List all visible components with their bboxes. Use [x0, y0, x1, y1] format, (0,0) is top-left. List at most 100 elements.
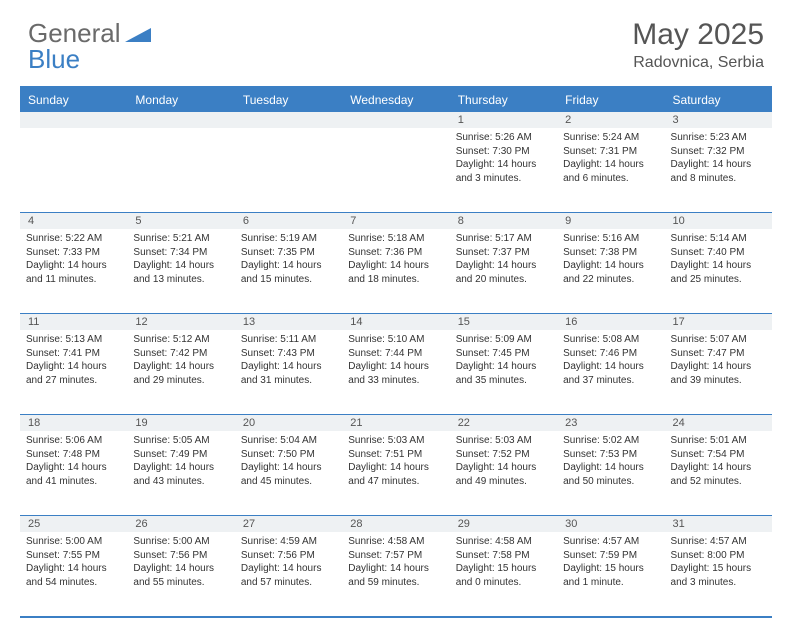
date-number: 5	[127, 213, 234, 229]
daylight-text: and 1 minute.	[563, 576, 658, 590]
sunset-text: Sunset: 7:44 PM	[348, 347, 443, 361]
daylight-text: and 31 minutes.	[241, 374, 336, 388]
sunset-text: Sunset: 7:31 PM	[563, 145, 658, 159]
day-cell: Sunrise: 4:57 AMSunset: 8:00 PMDaylight:…	[665, 532, 772, 616]
daylight-text: and 15 minutes.	[241, 273, 336, 287]
daylight-text: and 41 minutes.	[26, 475, 121, 489]
sunrise-text: Sunrise: 5:14 AM	[671, 232, 766, 246]
sunrise-text: Sunrise: 5:00 AM	[133, 535, 228, 549]
daylight-text: and 47 minutes.	[348, 475, 443, 489]
sunset-text: Sunset: 7:33 PM	[26, 246, 121, 260]
sunset-text: Sunset: 7:35 PM	[241, 246, 336, 260]
sunrise-text: Sunrise: 5:06 AM	[26, 434, 121, 448]
sunrise-text: Sunrise: 5:26 AM	[456, 131, 551, 145]
date-number: 29	[450, 516, 557, 532]
day-cell: Sunrise: 5:02 AMSunset: 7:53 PMDaylight:…	[557, 431, 664, 515]
daylight-text: and 54 minutes.	[26, 576, 121, 590]
sunset-text: Sunset: 7:30 PM	[456, 145, 551, 159]
day-cell: Sunrise: 5:00 AMSunset: 7:56 PMDaylight:…	[127, 532, 234, 616]
sunrise-text: Sunrise: 5:22 AM	[26, 232, 121, 246]
daylight-text: and 27 minutes.	[26, 374, 121, 388]
date-number: 20	[235, 415, 342, 431]
date-number: 15	[450, 314, 557, 330]
sunrise-text: Sunrise: 5:00 AM	[26, 535, 121, 549]
day-cell: Sunrise: 5:01 AMSunset: 7:54 PMDaylight:…	[665, 431, 772, 515]
daylight-text: and 20 minutes.	[456, 273, 551, 287]
day-header: Monday	[127, 88, 234, 112]
empty-cell	[235, 128, 342, 212]
empty-cell	[127, 128, 234, 212]
daylight-text: and 50 minutes.	[563, 475, 658, 489]
sunrise-text: Sunrise: 5:07 AM	[671, 333, 766, 347]
week-row: Sunrise: 5:00 AMSunset: 7:55 PMDaylight:…	[20, 532, 772, 618]
date-stripe-row: 45678910	[20, 213, 772, 229]
sunrise-text: Sunrise: 5:19 AM	[241, 232, 336, 246]
daylight-text: Daylight: 14 hours	[563, 360, 658, 374]
daylight-text: and 39 minutes.	[671, 374, 766, 388]
date-number: 9	[557, 213, 664, 229]
sunset-text: Sunset: 7:56 PM	[133, 549, 228, 563]
sunrise-text: Sunrise: 5:08 AM	[563, 333, 658, 347]
sunset-text: Sunset: 7:34 PM	[133, 246, 228, 260]
day-cell: Sunrise: 5:14 AMSunset: 7:40 PMDaylight:…	[665, 229, 772, 313]
empty-cell	[342, 128, 449, 212]
sunrise-text: Sunrise: 4:59 AM	[241, 535, 336, 549]
daylight-text: Daylight: 14 hours	[26, 259, 121, 273]
date-number: 4	[20, 213, 127, 229]
day-cell: Sunrise: 5:06 AMSunset: 7:48 PMDaylight:…	[20, 431, 127, 515]
sunrise-text: Sunrise: 5:01 AM	[671, 434, 766, 448]
day-header: Tuesday	[235, 88, 342, 112]
sunset-text: Sunset: 7:40 PM	[671, 246, 766, 260]
daylight-text: Daylight: 14 hours	[456, 461, 551, 475]
day-cell: Sunrise: 5:11 AMSunset: 7:43 PMDaylight:…	[235, 330, 342, 414]
daylight-text: Daylight: 14 hours	[133, 360, 228, 374]
day-cell: Sunrise: 5:12 AMSunset: 7:42 PMDaylight:…	[127, 330, 234, 414]
sunset-text: Sunset: 7:49 PM	[133, 448, 228, 462]
title-block: May 2025 Radovnica, Serbia	[632, 18, 764, 72]
day-cell: Sunrise: 5:23 AMSunset: 7:32 PMDaylight:…	[665, 128, 772, 212]
date-number: 2	[557, 112, 664, 128]
daylight-text: Daylight: 14 hours	[348, 259, 443, 273]
day-cell: Sunrise: 5:13 AMSunset: 7:41 PMDaylight:…	[20, 330, 127, 414]
day-cell: Sunrise: 4:59 AMSunset: 7:56 PMDaylight:…	[235, 532, 342, 616]
sunrise-text: Sunrise: 5:09 AM	[456, 333, 551, 347]
day-header: Thursday	[450, 88, 557, 112]
date-stripe-row: 123	[20, 112, 772, 128]
daylight-text: and 0 minutes.	[456, 576, 551, 590]
daylight-text: and 43 minutes.	[133, 475, 228, 489]
day-header: Saturday	[665, 88, 772, 112]
sunrise-text: Sunrise: 5:03 AM	[348, 434, 443, 448]
daylight-text: and 18 minutes.	[348, 273, 443, 287]
date-number: 22	[450, 415, 557, 431]
sunset-text: Sunset: 7:43 PM	[241, 347, 336, 361]
sunset-text: Sunset: 7:45 PM	[456, 347, 551, 361]
date-stripe-row: 25262728293031	[20, 516, 772, 532]
day-cell: Sunrise: 5:19 AMSunset: 7:35 PMDaylight:…	[235, 229, 342, 313]
sunset-text: Sunset: 7:57 PM	[348, 549, 443, 563]
day-header: Sunday	[20, 88, 127, 112]
date-number: 18	[20, 415, 127, 431]
daylight-text: and 37 minutes.	[563, 374, 658, 388]
date-number: 17	[665, 314, 772, 330]
date-number: 28	[342, 516, 449, 532]
daylight-text: Daylight: 14 hours	[241, 360, 336, 374]
date-number: 14	[342, 314, 449, 330]
day-header: Friday	[557, 88, 664, 112]
sunrise-text: Sunrise: 5:18 AM	[348, 232, 443, 246]
daylight-text: Daylight: 14 hours	[26, 360, 121, 374]
day-cell: Sunrise: 5:08 AMSunset: 7:46 PMDaylight:…	[557, 330, 664, 414]
daylight-text: and 29 minutes.	[133, 374, 228, 388]
sunset-text: Sunset: 7:48 PM	[26, 448, 121, 462]
day-cell: Sunrise: 5:10 AMSunset: 7:44 PMDaylight:…	[342, 330, 449, 414]
sunrise-text: Sunrise: 5:11 AM	[241, 333, 336, 347]
date-number: 7	[342, 213, 449, 229]
week-row: Sunrise: 5:26 AMSunset: 7:30 PMDaylight:…	[20, 128, 772, 213]
daylight-text: Daylight: 14 hours	[26, 461, 121, 475]
sunset-text: Sunset: 7:37 PM	[456, 246, 551, 260]
day-cell: Sunrise: 5:09 AMSunset: 7:45 PMDaylight:…	[450, 330, 557, 414]
date-number: 26	[127, 516, 234, 532]
daylight-text: Daylight: 14 hours	[456, 360, 551, 374]
date-number: 6	[235, 213, 342, 229]
daylight-text: Daylight: 14 hours	[671, 461, 766, 475]
day-header-row: SundayMondayTuesdayWednesdayThursdayFrid…	[20, 88, 772, 112]
